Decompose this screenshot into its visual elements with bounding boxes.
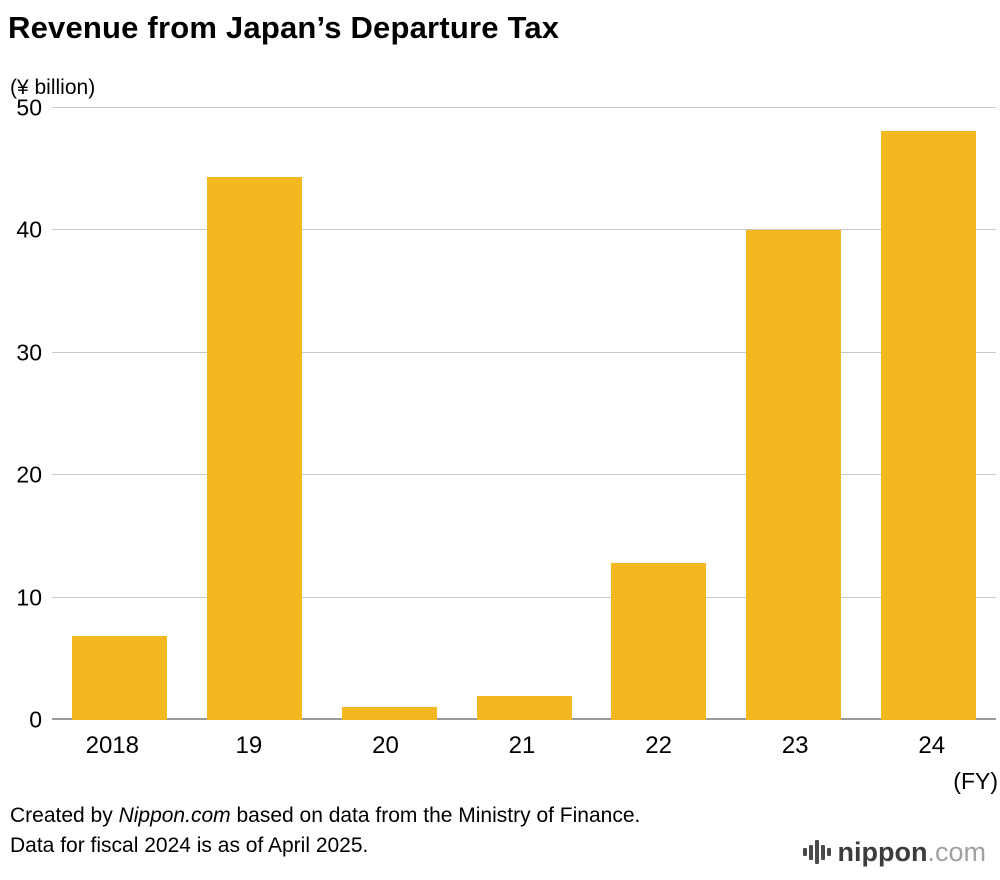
x-axis-suffix: (FY) xyxy=(953,768,998,794)
bar-chart: 0 10 20 30 40 50 xyxy=(8,96,996,731)
y-tick-label-30: 30 xyxy=(16,339,42,366)
x-axis: 2018 19 20 21 22 23 24 xyxy=(44,732,1000,760)
y-tick-label-10: 10 xyxy=(16,584,42,611)
gridline-30 xyxy=(52,351,996,353)
bar-slot-22 xyxy=(591,108,726,720)
gridline-40 xyxy=(52,229,996,231)
x-tick-label-21: 21 xyxy=(508,732,536,759)
source-note-line2: Data for fiscal 2024 is as of April 2025… xyxy=(10,834,369,858)
logo-tld: .com xyxy=(927,836,986,867)
y-tick-label-20: 20 xyxy=(16,461,42,488)
x-tick-label-19: 19 xyxy=(235,732,263,759)
gridline-10 xyxy=(52,596,996,598)
bar-19 xyxy=(206,176,302,720)
gridline-50 xyxy=(52,107,996,108)
source-note: Created by Nippon.com based on data from… xyxy=(10,801,1000,862)
bar-slot-19 xyxy=(187,108,322,720)
bar-slot-23 xyxy=(726,108,861,720)
bar-23 xyxy=(746,230,842,720)
bars-row xyxy=(52,108,996,720)
source-note-sitename: Nippon.com xyxy=(118,804,231,827)
x-tick-label-22: 22 xyxy=(645,732,672,759)
plot-area xyxy=(52,107,996,720)
y-tick-label-40: 40 xyxy=(16,216,42,243)
nippon-logo: nippon.com xyxy=(803,838,986,866)
logo-name: nippon xyxy=(837,836,928,867)
gridline-20 xyxy=(52,474,996,476)
chart-title: Revenue from Japan’s Departure Tax xyxy=(8,10,560,45)
source-note-line1: Created by Nippon.com based on data from… xyxy=(10,801,1000,831)
x-tick-label-23: 23 xyxy=(781,732,809,759)
x-tick-label-20: 20 xyxy=(372,732,399,759)
bar-slot-24 xyxy=(861,108,996,720)
y-tick-label-50: 50 xyxy=(16,94,42,121)
x-tick-label-24: 24 xyxy=(918,732,946,759)
x-tick-label-2018: 2018 xyxy=(85,732,139,759)
y-tick-label-0: 0 xyxy=(29,706,42,733)
source-note-prefix: Created by xyxy=(10,804,119,827)
bar-2018 xyxy=(71,635,167,720)
logo-wordmark: nippon.com xyxy=(837,836,986,867)
bar-24 xyxy=(881,131,977,720)
bar-slot-20 xyxy=(322,108,457,720)
source-note-suffix: based on data from the Ministry of Finan… xyxy=(230,804,641,827)
soundwave-icon xyxy=(803,838,831,866)
bar-22 xyxy=(611,563,707,720)
y-axis: 0 10 20 30 40 50 xyxy=(8,96,42,731)
bar-20 xyxy=(341,706,437,720)
bar-slot-21 xyxy=(457,108,592,720)
bar-21 xyxy=(476,695,572,720)
bar-slot-2018 xyxy=(52,108,187,720)
y-axis-unit-label: (¥ billion) xyxy=(10,76,96,99)
